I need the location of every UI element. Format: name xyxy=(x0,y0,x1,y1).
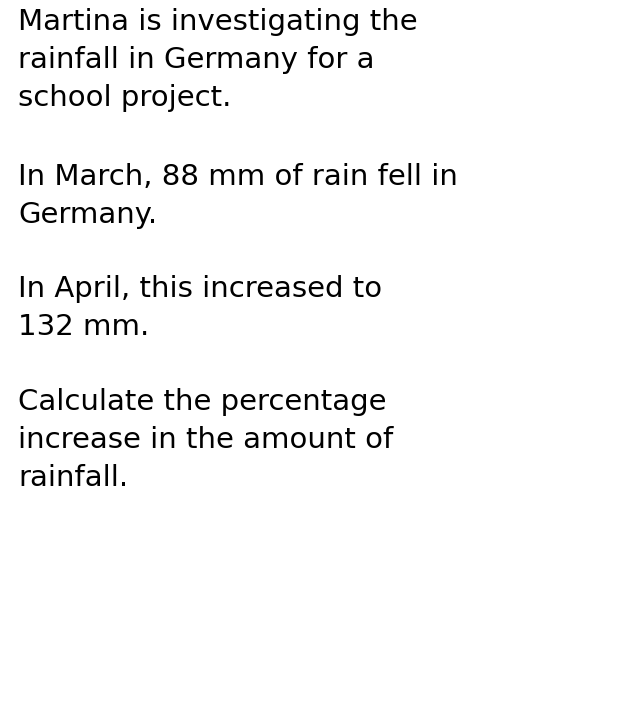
Text: Calculate the percentage
increase in the amount of
rainfall.: Calculate the percentage increase in the… xyxy=(18,388,393,492)
Text: Martina is investigating the
rainfall in Germany for a
school project.: Martina is investigating the rainfall in… xyxy=(18,8,417,112)
Text: In March, 88 mm of rain fell in
Germany.: In March, 88 mm of rain fell in Germany. xyxy=(18,163,458,229)
Text: In April, this increased to
132 mm.: In April, this increased to 132 mm. xyxy=(18,276,382,341)
